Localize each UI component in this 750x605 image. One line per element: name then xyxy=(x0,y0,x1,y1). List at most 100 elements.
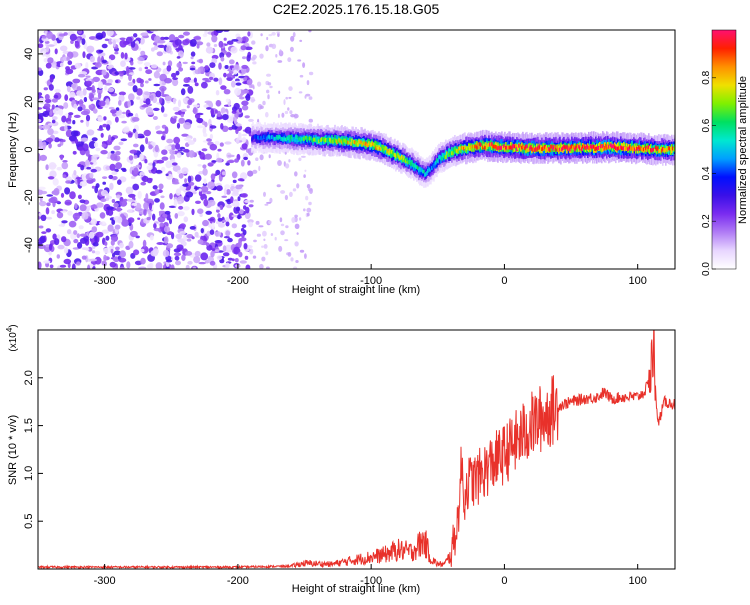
noise-blob xyxy=(148,144,153,150)
noise-blob xyxy=(292,188,297,192)
signal-band xyxy=(505,145,507,150)
noise-blob xyxy=(242,56,247,60)
noise-blob xyxy=(67,121,72,125)
noise-blob xyxy=(238,209,244,215)
signal-band xyxy=(401,155,403,164)
noise-blob xyxy=(184,137,192,142)
signal-band xyxy=(593,145,595,154)
noise-blob xyxy=(211,222,215,229)
noise-blob xyxy=(233,69,238,75)
noise-blob xyxy=(95,147,101,152)
noise-blob xyxy=(233,102,240,110)
noise-blob xyxy=(85,114,91,122)
signal-band xyxy=(460,149,462,154)
noise-blob xyxy=(113,202,119,208)
signal-band xyxy=(443,154,445,162)
noise-blob xyxy=(253,239,257,243)
noise-blob xyxy=(210,173,216,180)
signal-band xyxy=(456,149,458,153)
noise-blob xyxy=(241,137,247,143)
y-tick-label: 0.5 xyxy=(23,514,35,529)
noise-blob xyxy=(64,125,68,132)
noise-blob xyxy=(231,171,238,179)
signal-band xyxy=(579,146,581,151)
signal-band xyxy=(645,146,647,150)
snr-x-ticks: -300 -200 -100 0 100 xyxy=(94,564,647,587)
noise-blob xyxy=(120,213,125,218)
noise-blob xyxy=(185,264,190,269)
noise-blob xyxy=(240,227,245,232)
signal-band xyxy=(621,146,623,151)
signal-band xyxy=(357,142,359,147)
signal-band xyxy=(301,136,303,141)
signal-band xyxy=(599,142,601,150)
noise-blob xyxy=(266,36,269,41)
noise-blob xyxy=(269,197,273,204)
signal-band xyxy=(381,145,383,153)
noise-blob xyxy=(251,40,256,45)
signal-band xyxy=(386,150,388,154)
noise-blob xyxy=(85,119,90,128)
signal-band xyxy=(623,146,625,150)
noise-blob xyxy=(306,80,310,86)
noise-blob xyxy=(280,223,285,227)
noise-blob xyxy=(164,210,171,215)
noise-blob xyxy=(238,251,243,258)
noise-blob xyxy=(190,39,197,47)
signal-band xyxy=(570,145,572,149)
noise-blob xyxy=(72,120,76,125)
signal-band xyxy=(286,136,288,141)
signal-band xyxy=(524,146,526,151)
noise-blob xyxy=(235,36,243,44)
signal-band xyxy=(457,149,459,154)
noise-blob xyxy=(166,261,170,267)
signal-band xyxy=(498,145,500,150)
signal-band xyxy=(333,138,335,142)
signal-band xyxy=(557,148,559,152)
noise-blob xyxy=(65,180,72,184)
signal-band xyxy=(670,147,672,155)
noise-blob xyxy=(279,217,283,223)
noise-blob xyxy=(111,199,116,203)
noise-blob xyxy=(204,153,212,160)
signal-band xyxy=(629,145,631,154)
signal-band xyxy=(535,146,537,151)
noise-blob xyxy=(218,77,223,86)
noise-blob xyxy=(288,159,291,163)
noise-blob xyxy=(101,229,110,234)
noise-blob xyxy=(79,99,84,107)
noise-blob xyxy=(39,196,43,202)
noise-blob xyxy=(292,31,296,38)
noise-blob xyxy=(222,245,227,252)
noise-blob xyxy=(213,44,218,47)
signal-band xyxy=(480,143,482,147)
signal-band xyxy=(335,138,337,143)
signal-band xyxy=(319,138,321,143)
noise-blob xyxy=(119,37,126,41)
noise-blob xyxy=(222,252,230,257)
noise-blob xyxy=(116,206,122,212)
noise-blob xyxy=(161,149,168,155)
signal-band xyxy=(463,146,465,151)
noise-blob xyxy=(78,73,86,78)
noise-blob xyxy=(77,30,83,34)
noise-blob xyxy=(294,241,299,247)
noise-blob xyxy=(241,100,249,106)
noise-blob xyxy=(184,251,193,256)
signal-band xyxy=(285,137,287,142)
noise-blob xyxy=(234,158,239,163)
noise-blob xyxy=(126,261,131,269)
noise-blob xyxy=(48,84,54,91)
noise-blob xyxy=(194,113,201,119)
noise-blob xyxy=(198,190,203,197)
noise-blob xyxy=(205,46,214,54)
signal-band xyxy=(666,146,668,150)
noise-blob xyxy=(206,244,213,251)
noise-blob xyxy=(72,78,81,84)
noise-blob xyxy=(139,98,144,106)
signal-band xyxy=(461,145,463,150)
signal-band xyxy=(560,142,562,151)
signal-band xyxy=(450,151,452,156)
signal-band xyxy=(288,135,290,143)
noise-blob xyxy=(274,236,277,241)
